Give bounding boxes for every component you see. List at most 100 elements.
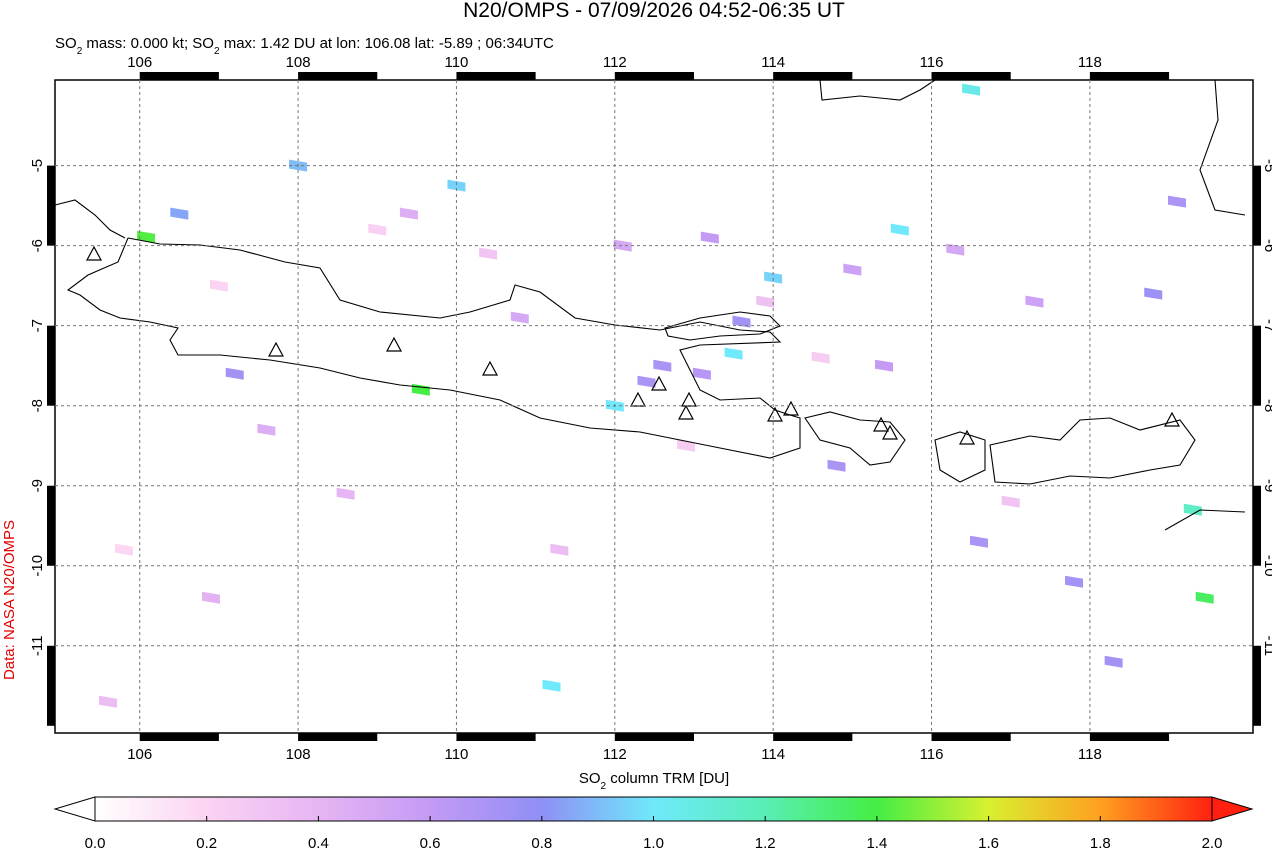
colorbar-tick-label: 1.8 xyxy=(1090,835,1111,852)
volcano xyxy=(958,429,976,445)
x-tick-label: 116 xyxy=(920,746,944,763)
subscript: 2 xyxy=(77,46,83,57)
volcano xyxy=(782,400,800,416)
frame-band xyxy=(1253,165,1261,246)
so2-pixel xyxy=(399,207,418,220)
so2-pixel xyxy=(970,535,989,548)
y-tick-label: -8 xyxy=(29,399,46,412)
so2-pixel xyxy=(225,367,244,380)
frame-band xyxy=(931,72,1011,80)
colorbar-tick-label: 0.4 xyxy=(308,835,329,852)
map-frame xyxy=(54,79,1254,734)
so2-pixel xyxy=(764,271,783,284)
frame-band xyxy=(456,72,536,80)
y-tick-label: -11 xyxy=(1261,635,1272,656)
frame-band xyxy=(47,325,55,406)
so2-pixel xyxy=(336,487,355,500)
so2-pixel xyxy=(811,351,830,364)
frame-band xyxy=(47,645,55,726)
so2-pixel xyxy=(692,367,711,380)
frame-band xyxy=(47,165,55,246)
y-tick-label: -9 xyxy=(29,479,46,492)
y-tick-label: -11 xyxy=(29,635,46,656)
frame-band xyxy=(773,733,853,741)
colorbar-tick-label: 1.0 xyxy=(643,835,664,852)
so2-pixel xyxy=(1065,575,1084,588)
so2-pixel xyxy=(946,243,965,256)
volcano xyxy=(881,424,899,440)
frame-band xyxy=(456,733,536,741)
y-tick-label: -6 xyxy=(29,239,46,252)
so2-pixel xyxy=(411,383,430,396)
y-tick-label: -5 xyxy=(29,159,46,172)
so2-pixel xyxy=(843,263,862,276)
x-tick-label: 110 xyxy=(444,746,468,763)
so2-pixel xyxy=(732,315,751,328)
frame-band xyxy=(1089,733,1170,741)
lombok-coast xyxy=(934,431,986,483)
frame-band xyxy=(1089,72,1170,80)
volcano xyxy=(85,245,103,261)
so2-pixel xyxy=(114,543,133,556)
so2-pixel xyxy=(890,223,909,236)
volcano xyxy=(385,336,403,352)
so2-pixel xyxy=(1195,591,1214,604)
x-tick-label: 106 xyxy=(127,54,152,71)
chart-title: N20/OMPS - 07/09/2026 04:52-06:35 UT xyxy=(463,0,845,22)
y-tick-label: -7 xyxy=(29,319,46,332)
so2-pixel xyxy=(510,311,529,324)
so2-pixel xyxy=(1167,195,1186,208)
volcano xyxy=(481,360,499,376)
so2-pixel xyxy=(99,695,118,708)
volcano xyxy=(267,341,285,357)
frame-band xyxy=(614,733,694,741)
colorbar-tick-label: 1.6 xyxy=(978,835,999,852)
colorbar: 0.0 0.2 0.4 0.6 0.8 1.0 1.2 1.4 1.6 1.8 2.0 SO2 col… xyxy=(53,770,1254,852)
so2-pixel xyxy=(700,231,719,244)
y-tick-label: -8 xyxy=(1261,399,1272,412)
text-part: SO xyxy=(579,770,601,787)
y-tick-label: -6 xyxy=(1261,239,1272,252)
so2-pixel xyxy=(1144,287,1163,300)
so2-pixel xyxy=(1104,655,1123,668)
frame-band xyxy=(47,485,55,566)
so2-pixel xyxy=(677,439,696,452)
so2-pixel xyxy=(479,247,498,260)
colorbar-tick-label: 1.4 xyxy=(866,835,887,852)
frame-band xyxy=(298,733,378,741)
so2-pixel xyxy=(209,279,228,292)
y-tick-label: -5 xyxy=(1261,159,1272,172)
text-part: mass: 0.000 kt; SO xyxy=(82,35,214,52)
frame-band xyxy=(298,72,378,80)
text-part: column TRM [DU] xyxy=(606,770,729,787)
y-tick-label: -7 xyxy=(1261,319,1272,332)
x-tick-label: 118 xyxy=(1078,746,1102,763)
coastline xyxy=(54,79,1246,531)
frame-band xyxy=(614,72,694,80)
so2-pixel xyxy=(637,375,656,388)
so2-pixel xyxy=(542,679,561,692)
frame-band xyxy=(1253,325,1261,406)
so2-pixel xyxy=(137,230,156,243)
so2-pixel xyxy=(613,239,632,252)
java-coast xyxy=(66,237,801,459)
axes: 106 106 108 108 110 110 112 112 114 114 116 116 118 1… xyxy=(29,54,1272,763)
so2-pixel xyxy=(962,83,981,96)
text-part: SO xyxy=(55,35,77,52)
borneo-coast xyxy=(819,79,936,101)
so2-pixel xyxy=(1183,503,1202,516)
frame-band xyxy=(139,72,219,80)
frame-band xyxy=(931,733,1011,741)
y-tick-label: -10 xyxy=(1261,555,1272,577)
so2-pixel xyxy=(1001,495,1020,508)
colorbar-tick-label: 2.0 xyxy=(1202,835,1223,852)
so2-pixel xyxy=(827,459,846,472)
frame-band xyxy=(1253,645,1261,726)
so2-pixel xyxy=(550,543,569,556)
volcano xyxy=(872,416,890,432)
sumba-coast xyxy=(1164,509,1246,531)
x-tick-label: 108 xyxy=(286,54,311,71)
colorbar-over xyxy=(1211,796,1254,822)
